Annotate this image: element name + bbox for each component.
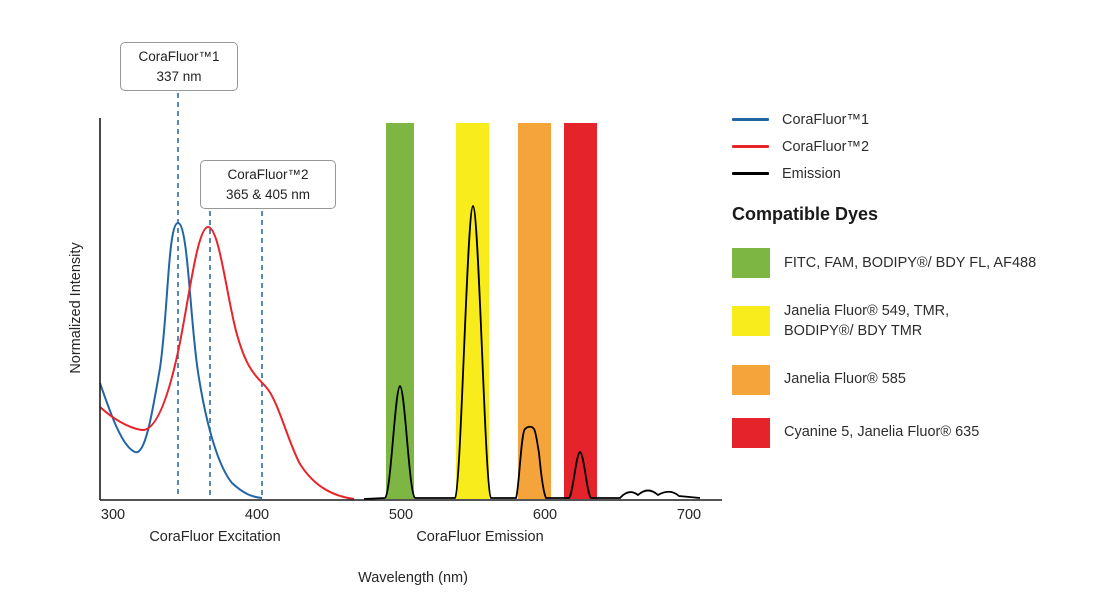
dye-swatch-orange — [732, 364, 770, 395]
emission-curve — [363, 205, 701, 500]
dye-band-green — [386, 123, 414, 499]
excitation-section-label: CoraFluor Excitation — [149, 529, 281, 545]
dye-label: Janelia Fluor® 549, TMR, BODIPY®/ BDY TM… — [784, 301, 949, 342]
corafluor2-excitation-curve — [99, 225, 355, 500]
dye-label-line2: BODIPY®/ BDY TMR — [784, 323, 923, 340]
x-axis-title: Wavelength (nm) — [358, 570, 468, 586]
dye-label-line1: Janelia Fluor® 585 — [784, 371, 906, 388]
legend-item-emission: Emission — [732, 160, 1107, 187]
dye-band-red — [564, 123, 597, 499]
dye-label: FITC, FAM, BODIPY®/ BDY FL, AF488 — [784, 253, 1036, 273]
dye-item-green: FITC, FAM, BODIPY®/ BDY FL, AF488 — [732, 248, 1107, 278]
excitation-max-guides — [177, 84, 263, 498]
corafluor1-excitation-curve — [99, 221, 263, 499]
dye-label-line1: Janelia Fluor® 549, TMR, — [784, 303, 950, 319]
x-tick-500: 500 — [388, 507, 414, 523]
dye-swatch-red — [732, 417, 770, 448]
y-axis-title: Normalized Intensity — [68, 242, 84, 374]
annotation-value: 337 nm — [156, 68, 202, 84]
legend: CoraFluor™1 CoraFluor™2 Emission Compati… — [732, 106, 1107, 448]
x-tick-700: 700 — [676, 507, 702, 523]
spectra-chart — [99, 84, 722, 501]
emission-section-label: CoraFluor Emission — [416, 529, 544, 545]
legend-label: CoraFluor™1 — [782, 111, 870, 128]
legend-label: Emission — [782, 165, 841, 182]
dye-item-yellow: Janelia Fluor® 549, TMR, BODIPY®/ BDY TM… — [732, 301, 1107, 342]
x-tick-400: 400 — [244, 507, 270, 523]
annotation-value: 365 & 405 nm — [225, 186, 311, 202]
legend-line-swatch-black — [732, 172, 769, 175]
dye-band-yellow — [456, 123, 489, 499]
annotation-title: CoraFluor™2 — [227, 167, 309, 182]
annotation-corafluor2: CoraFluor™2 365 & 405 nm — [200, 160, 336, 210]
dye-swatch-yellow — [732, 306, 770, 337]
annotation-title: CoraFluor™1 — [138, 49, 220, 64]
compatible-dyes-heading: Compatible Dyes — [732, 204, 879, 224]
dye-emission-bands — [386, 123, 597, 499]
dye-swatch-green — [732, 248, 770, 278]
annotation-corafluor1: CoraFluor™1 337 nm — [120, 42, 238, 92]
dye-label: Cyanine 5, Janelia Fluor® 635 — [784, 422, 979, 442]
x-tick-600: 600 — [532, 507, 558, 523]
legend-line-swatch-red — [732, 145, 769, 148]
dye-item-orange: Janelia Fluor® 585 — [732, 364, 1107, 395]
legend-line-swatch-blue — [732, 118, 769, 121]
dye-label-line1: FITC, FAM, BODIPY®/ BDY FL, AF488 — [784, 254, 1037, 271]
legend-item-corafluor2: CoraFluor™2 — [732, 133, 1107, 160]
dye-label-line1: Cyanine 5, Janelia Fluor® 635 — [784, 424, 980, 441]
x-tick-300: 300 — [100, 507, 126, 523]
dye-label: Janelia Fluor® 585 — [784, 369, 906, 389]
dye-item-red: Cyanine 5, Janelia Fluor® 635 — [732, 417, 1107, 448]
legend-label: CoraFluor™2 — [782, 138, 870, 155]
legend-item-corafluor1: CoraFluor™1 — [732, 106, 1107, 133]
